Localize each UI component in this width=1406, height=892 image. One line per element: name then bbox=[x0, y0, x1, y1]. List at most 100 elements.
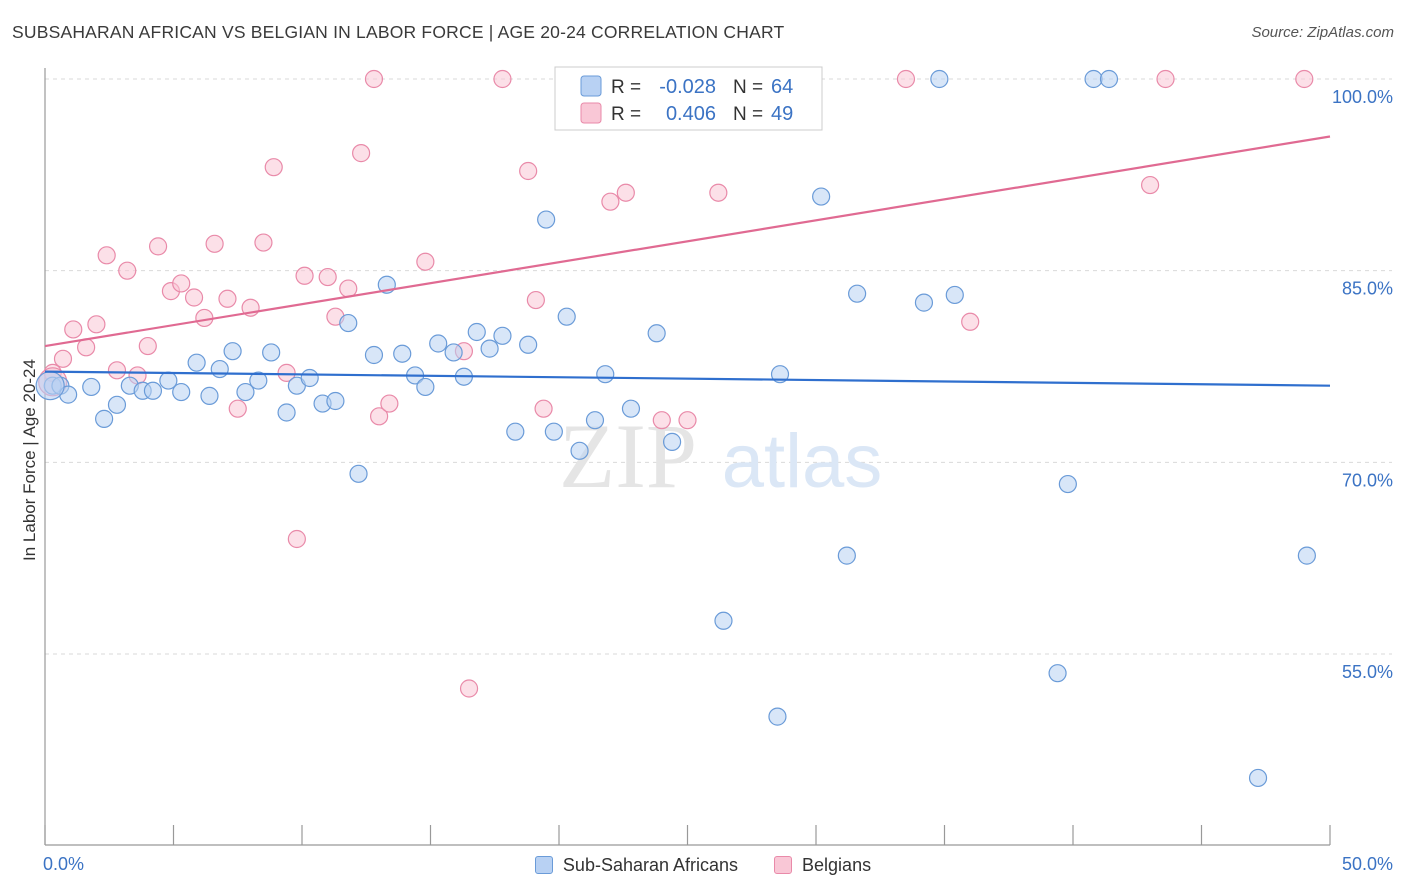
belgians-point-10 bbox=[148, 237, 168, 256]
y-axis-label: In Labor Force | Age 20-24 bbox=[20, 359, 39, 561]
tick-labels: 100.0% 85.0% 70.0% 55.0% 0.0% 50.0% bbox=[43, 87, 1393, 874]
belgians-point-42 bbox=[709, 183, 728, 202]
belgians-point-34 bbox=[493, 69, 512, 89]
subsaharan-point-46 bbox=[647, 324, 666, 343]
subsaharan-point-40 bbox=[557, 307, 576, 326]
subsaharan-point-48 bbox=[714, 611, 733, 630]
subsaharan-point-52 bbox=[837, 546, 856, 565]
belgians-point-17 bbox=[228, 399, 247, 418]
subsaharan-point-36 bbox=[506, 422, 525, 441]
subsaharan-point-29 bbox=[416, 377, 435, 397]
belgians-point-6 bbox=[107, 361, 127, 380]
subsaharan-point-8 bbox=[143, 381, 163, 400]
belgians-point-21 bbox=[277, 363, 296, 382]
subsaharan-point-54 bbox=[914, 293, 934, 312]
subsaharan-point-22 bbox=[326, 391, 345, 411]
subsaharan-point-13 bbox=[210, 359, 229, 379]
subsaharan-point-18 bbox=[277, 403, 296, 422]
y-tick-label-1: 85.0% bbox=[1342, 279, 1393, 299]
belgians-point-35 bbox=[519, 161, 538, 181]
subsaharan-point-3 bbox=[82, 377, 101, 397]
belgians-point-46 bbox=[1140, 175, 1160, 195]
y-tick-label-0: 100.0% bbox=[1332, 87, 1393, 107]
belgians-point-15 bbox=[205, 234, 224, 253]
belgians-point-37 bbox=[534, 399, 553, 418]
belgians-point-20 bbox=[264, 158, 283, 177]
subsaharan-point-59 bbox=[1084, 69, 1103, 89]
subsaharan-point-57 bbox=[1048, 664, 1067, 683]
belgians-point-40 bbox=[652, 411, 671, 430]
belgians-point-29 bbox=[370, 407, 389, 426]
belgians-point-30 bbox=[380, 394, 399, 413]
belgians-point-39 bbox=[616, 183, 635, 202]
subsaharan-point-39 bbox=[544, 422, 563, 441]
subsaharan-point-4 bbox=[95, 409, 114, 428]
belgians-point-23 bbox=[295, 266, 314, 285]
subsaharan-point-31 bbox=[444, 343, 463, 362]
legend-r-value-pink: 0.406 bbox=[666, 103, 716, 125]
legend-label-belgians: Belgians bbox=[802, 854, 872, 875]
legend-swatch-belgians bbox=[774, 856, 793, 874]
subsaharan-point-42 bbox=[585, 411, 605, 430]
legend-n-label-blue: N = bbox=[733, 77, 763, 98]
subsaharan-point-23 bbox=[339, 313, 358, 333]
subsaharan-point-17 bbox=[262, 343, 281, 362]
belgians-point-44 bbox=[896, 69, 916, 89]
subsaharan-point-11 bbox=[187, 353, 206, 372]
belgians-point-2 bbox=[64, 320, 83, 339]
subsaharan-point-49 bbox=[768, 707, 787, 726]
subsaharan-point-24 bbox=[349, 464, 368, 483]
subsaharan-large-point bbox=[35, 371, 65, 401]
subsaharan-point-51 bbox=[812, 187, 831, 206]
subsaharan-point-43 bbox=[596, 365, 615, 384]
subsaharan-point-16 bbox=[249, 371, 268, 390]
subsaharan-point-61 bbox=[1248, 768, 1268, 788]
legend-label-subsaharan: Sub-Saharan Africans bbox=[562, 854, 739, 875]
subsaharan-point-55 bbox=[930, 69, 949, 89]
subsaharan-point-33 bbox=[467, 322, 486, 342]
grid-lines bbox=[45, 78, 1392, 655]
belgians-point-41 bbox=[678, 411, 697, 430]
y-tick-label-3: 55.0% bbox=[1342, 662, 1393, 682]
legend-n-value-pink: 49 bbox=[771, 103, 793, 125]
chart-title: SUBSAHARAN AFRICAN VS BELGIAN IN LABOR F… bbox=[12, 22, 785, 42]
legend-item-subsaharan[interactable]: Sub-Saharan Africans bbox=[534, 854, 739, 876]
belgians-point-38 bbox=[601, 192, 620, 211]
subsaharan-point-38 bbox=[537, 210, 556, 229]
x-tick-label-0: 0.0% bbox=[43, 854, 84, 874]
legend-swatch-blue bbox=[580, 75, 602, 97]
subsaharan-point-50 bbox=[770, 365, 790, 384]
watermark: ZIP atlas bbox=[559, 405, 882, 507]
belgians-point-26 bbox=[339, 279, 358, 298]
subsaharan-point-12 bbox=[200, 386, 219, 405]
subsaharan-point-35 bbox=[493, 326, 512, 345]
subsaharan-point-15 bbox=[236, 382, 255, 402]
subsaharan-point-62 bbox=[1297, 546, 1316, 565]
subsaharan-point-27 bbox=[393, 344, 412, 363]
belgians-trend-line bbox=[44, 135, 1331, 348]
subsaharan-point-56 bbox=[945, 285, 964, 305]
legend-swatch-subsaharan bbox=[534, 856, 553, 874]
source-credit: Source: ZipAtlas.com bbox=[1251, 24, 1394, 41]
belgians-point-28 bbox=[364, 69, 384, 89]
legend-swatch-pink bbox=[580, 102, 602, 124]
subsaharan-points bbox=[35, 69, 1316, 788]
legend-r-value-blue: -0.028 bbox=[659, 76, 716, 98]
series-legend: Sub-Saharan Africans Belgians bbox=[0, 852, 1406, 878]
legend-item-belgians[interactable]: Belgians bbox=[774, 855, 871, 876]
legend-n-label-pink: N = bbox=[733, 104, 763, 125]
belgians-point-22 bbox=[287, 529, 306, 549]
belgians-point-24 bbox=[318, 267, 337, 287]
belgians-point-33 bbox=[459, 679, 479, 698]
legend-r-label-blue: R = bbox=[611, 77, 641, 98]
subsaharan-point-47 bbox=[662, 432, 682, 451]
subsaharan-point-34 bbox=[480, 339, 499, 358]
legend-n-value-blue: 64 bbox=[771, 76, 793, 98]
belgians-point-14 bbox=[195, 308, 214, 328]
subsaharan-trend-line bbox=[44, 370, 1331, 387]
belgians-point-12 bbox=[172, 274, 191, 293]
subsaharan-point-60 bbox=[1099, 69, 1119, 89]
subsaharan-point-25 bbox=[364, 345, 384, 365]
subsaharan-point-37 bbox=[519, 335, 538, 354]
